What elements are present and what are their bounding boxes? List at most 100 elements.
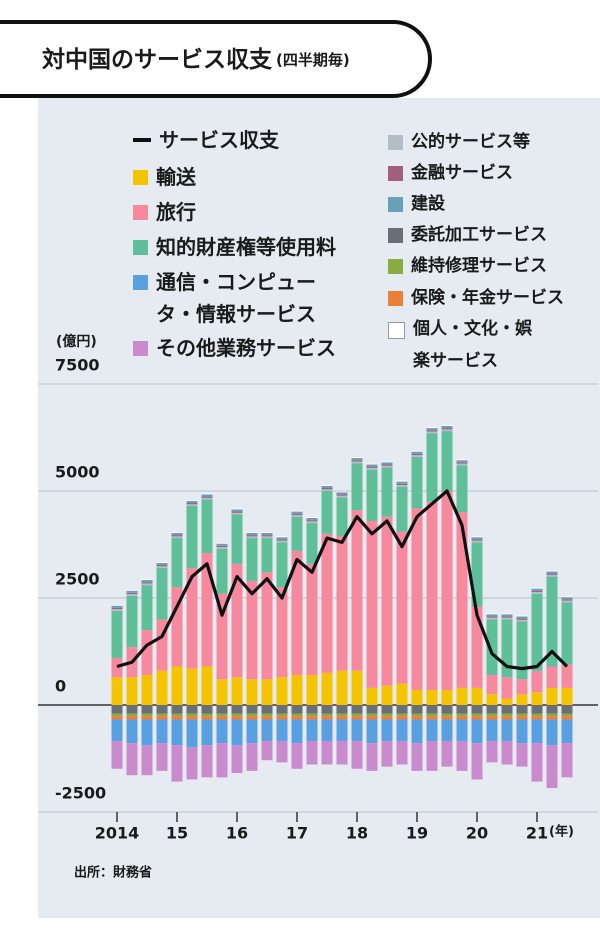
bar — [276, 536, 288, 538]
bar — [546, 687, 558, 705]
bar — [171, 532, 183, 533]
bar — [456, 740, 468, 771]
bar — [516, 743, 528, 767]
bar — [501, 616, 513, 618]
bar — [351, 457, 363, 459]
bar — [561, 602, 573, 665]
bar — [441, 719, 453, 741]
bar — [276, 716, 288, 720]
legend-label: 個人・文化・娯楽サービス — [413, 319, 532, 371]
bar — [366, 463, 378, 465]
bar — [561, 597, 573, 600]
bar — [306, 523, 318, 564]
bar — [276, 705, 288, 714]
bar — [426, 713, 438, 717]
bar — [111, 604, 123, 606]
bar — [186, 499, 198, 501]
y-tick-label: 5000 — [55, 463, 100, 482]
x-tick-label: 15 — [166, 824, 188, 843]
bar — [231, 713, 243, 717]
bar — [411, 719, 423, 744]
legend-item: 維持修理サービス — [388, 250, 586, 282]
bar — [381, 716, 393, 720]
bar — [381, 467, 393, 517]
bar — [426, 501, 438, 691]
bar — [171, 705, 183, 714]
bar — [531, 592, 543, 594]
bar — [126, 743, 138, 776]
bar — [471, 687, 483, 705]
bar — [381, 740, 393, 767]
bar — [126, 677, 138, 705]
bar — [456, 512, 468, 688]
bar — [411, 743, 423, 771]
bar — [396, 716, 408, 720]
bar — [261, 535, 273, 537]
bar — [291, 510, 303, 512]
bar — [471, 743, 483, 780]
bar — [291, 511, 303, 514]
bar — [561, 716, 573, 720]
bar — [276, 740, 288, 763]
bar — [321, 533, 333, 673]
bar — [471, 540, 483, 543]
bar — [366, 469, 378, 521]
bar — [351, 461, 363, 464]
bar — [216, 547, 228, 549]
bar — [246, 532, 258, 533]
bar — [456, 463, 468, 466]
legend-swatch — [133, 205, 148, 220]
bar — [396, 480, 408, 482]
bar — [396, 486, 408, 532]
bar — [531, 692, 543, 705]
bar — [411, 690, 423, 705]
bar — [471, 713, 483, 717]
bar — [156, 562, 168, 563]
bar — [516, 621, 528, 680]
bar — [441, 716, 453, 720]
bar — [471, 719, 483, 744]
bar — [486, 705, 498, 714]
bar — [396, 740, 408, 765]
legend-item: 建設 — [388, 188, 586, 220]
bar — [231, 745, 243, 774]
bar — [141, 719, 153, 746]
bar — [396, 485, 408, 487]
bar — [471, 705, 483, 714]
bar — [501, 740, 513, 765]
bar — [336, 719, 348, 741]
bar — [486, 675, 498, 695]
legend-item: 通信・コンピュータ・情報サービス — [133, 266, 336, 330]
bar — [216, 543, 228, 546]
bar — [501, 614, 513, 617]
legend-item: 公的サービス等 — [388, 126, 586, 158]
bar — [201, 497, 213, 500]
bar — [201, 553, 213, 667]
bar — [276, 537, 288, 540]
bar — [411, 705, 423, 714]
bar — [111, 677, 123, 705]
bar — [396, 483, 408, 486]
bar — [111, 716, 123, 720]
legend-item: 保険・年金サービス — [388, 282, 586, 314]
bar — [426, 427, 438, 429]
bar — [396, 481, 408, 484]
bar — [126, 590, 138, 593]
bar — [516, 619, 528, 622]
bar — [561, 599, 573, 601]
bar — [171, 535, 183, 537]
bar — [261, 679, 273, 705]
chart-title: 対中国のサービス収支 (四半期毎) — [42, 47, 350, 73]
bar — [201, 494, 213, 497]
legend-item: その他業務サービス — [133, 332, 391, 364]
bar — [156, 568, 168, 620]
legend-label: 輸送 — [156, 165, 196, 189]
legend-label: 知的財産権等使用料 — [156, 235, 336, 259]
bar — [306, 675, 318, 705]
bar — [231, 716, 243, 720]
legend-item: 知的財産権等使用料 — [133, 231, 391, 263]
bar — [186, 505, 198, 569]
bar — [231, 677, 243, 705]
bar — [531, 713, 543, 717]
